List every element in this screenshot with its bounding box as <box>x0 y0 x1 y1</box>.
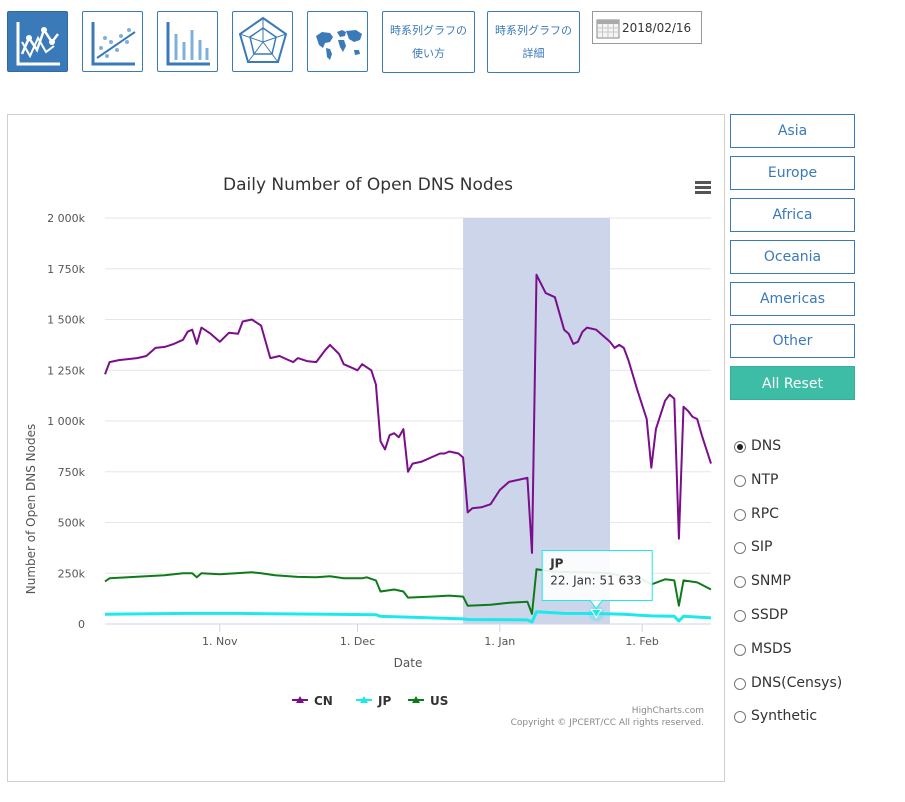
protocol-label: SSDP <box>751 607 788 623</box>
protocol-label: SNMP <box>751 573 791 590</box>
radio-button[interactable] <box>734 508 746 521</box>
series-line-jp[interactable] <box>104 610 712 624</box>
chart-menu-icon[interactable] <box>695 181 711 194</box>
legend-label: JP <box>377 694 391 708</box>
region-button-europe[interactable]: Europe <box>730 156 855 190</box>
y-tick-label: 250k <box>58 567 86 580</box>
radio-button[interactable] <box>734 576 746 589</box>
scatter-view-button[interactable] <box>82 11 143 72</box>
world-map-icon <box>316 30 362 60</box>
radio-button[interactable] <box>734 711 746 724</box>
all-reset-button[interactable]: All Reset <box>730 366 855 400</box>
tooltip-value: 22. Jan: 51 633 <box>550 574 641 588</box>
y-tick-label: 500k <box>58 517 86 530</box>
bar-chart-view-button[interactable] <box>157 11 218 72</box>
y-tick-label: 1 500k <box>47 314 85 327</box>
protocol-label: Synthetic <box>751 708 818 725</box>
region-button-americas[interactable]: Americas <box>730 282 855 316</box>
legend-label: CN <box>314 694 333 708</box>
radar-chart-view-button[interactable] <box>232 11 293 72</box>
radar-chart-icon <box>238 16 288 63</box>
details-line2: 詳細 <box>522 47 545 60</box>
y-tick-label: 0 <box>78 618 85 631</box>
legend-marker <box>296 696 304 703</box>
radio-button[interactable] <box>734 474 746 487</box>
y-tick-label: 1 750k <box>47 263 85 276</box>
x-tick-label: 1. Jan <box>484 635 515 648</box>
chart-canvas: Daily Number of Open DNS Nodes Number of… <box>24 175 712 728</box>
timeseries-details-button[interactable]: 時系列グラフの 詳細 <box>487 11 580 73</box>
radio-button[interactable] <box>734 677 746 690</box>
region-button-oceania[interactable]: Oceania <box>730 240 855 274</box>
world-map-view-button[interactable] <box>307 11 368 72</box>
protocol-label: RPC <box>751 505 779 522</box>
legend-item-jp[interactable]: JP <box>356 694 391 708</box>
legend-marker <box>412 696 420 703</box>
legend-marker <box>360 696 368 703</box>
details-line1: 時系列グラフの <box>495 24 572 37</box>
radio-button[interactable] <box>734 542 746 555</box>
tooltip-series: JP <box>549 557 563 571</box>
scatter-trend-icon <box>91 22 136 66</box>
chart-panel: Daily Number of Open DNS Nodes Number of… <box>7 114 725 782</box>
timeseries-howto-button[interactable]: 時系列グラフの 使い方 <box>382 11 475 73</box>
howto-line1: 時系列グラフの <box>390 24 467 37</box>
radio-button[interactable] <box>734 643 746 656</box>
protocol-label: NTP <box>751 471 779 488</box>
tooltip-box <box>541 550 653 602</box>
line-chart-icon <box>16 22 60 66</box>
legend-item-cn[interactable]: CN <box>292 694 333 708</box>
series-line-cn[interactable] <box>104 273 712 554</box>
line-chart-view-button[interactable] <box>7 11 68 72</box>
region-button-other[interactable]: Other <box>730 324 855 358</box>
date-picker[interactable]: 2018/02/16 <box>592 11 702 44</box>
region-button-africa[interactable]: Africa <box>730 198 855 232</box>
tooltip-pointer <box>589 600 603 610</box>
y-axis-label: Number of Open DNS Nodes <box>24 424 38 594</box>
copyright-text: Copyright © JPCERT/CC All rights reserve… <box>511 718 704 728</box>
y-tick-label: 2 000k <box>47 212 85 225</box>
credit-text[interactable]: HighCharts.com <box>632 706 704 716</box>
radio-button[interactable] <box>734 441 746 453</box>
radio-button[interactable] <box>734 610 746 622</box>
calendar-icon <box>596 19 620 39</box>
bar-chart-icon <box>166 22 210 66</box>
legend-label: US <box>430 694 448 708</box>
legend-item-us[interactable]: US <box>408 694 448 708</box>
chart-legend: CN JP US <box>292 694 448 708</box>
howto-line2: 使い方 <box>412 47 445 60</box>
y-tick-label: 1 250k <box>47 364 85 377</box>
x-tick-label: 1. Dec <box>340 635 375 648</box>
tooltip-marker[interactable] <box>590 609 603 619</box>
y-tick-label: 1 000k <box>47 415 85 428</box>
y-tick-label: 750k <box>58 466 86 479</box>
region-button-asia[interactable]: Asia <box>730 114 855 148</box>
protocol-label: DNS <box>751 438 782 454</box>
protocol-label: DNS(Censys) <box>751 674 843 691</box>
protocol-label: SIP <box>751 539 773 556</box>
x-axis-label: Date <box>394 656 423 670</box>
x-tick-label: 1. Feb <box>625 635 658 648</box>
protocol-label: MSDS <box>751 640 792 657</box>
x-tick-label: 1. Nov <box>202 635 238 648</box>
date-value: 2018/02/16 <box>622 21 692 35</box>
chart-title: Daily Number of Open DNS Nodes <box>223 175 513 195</box>
